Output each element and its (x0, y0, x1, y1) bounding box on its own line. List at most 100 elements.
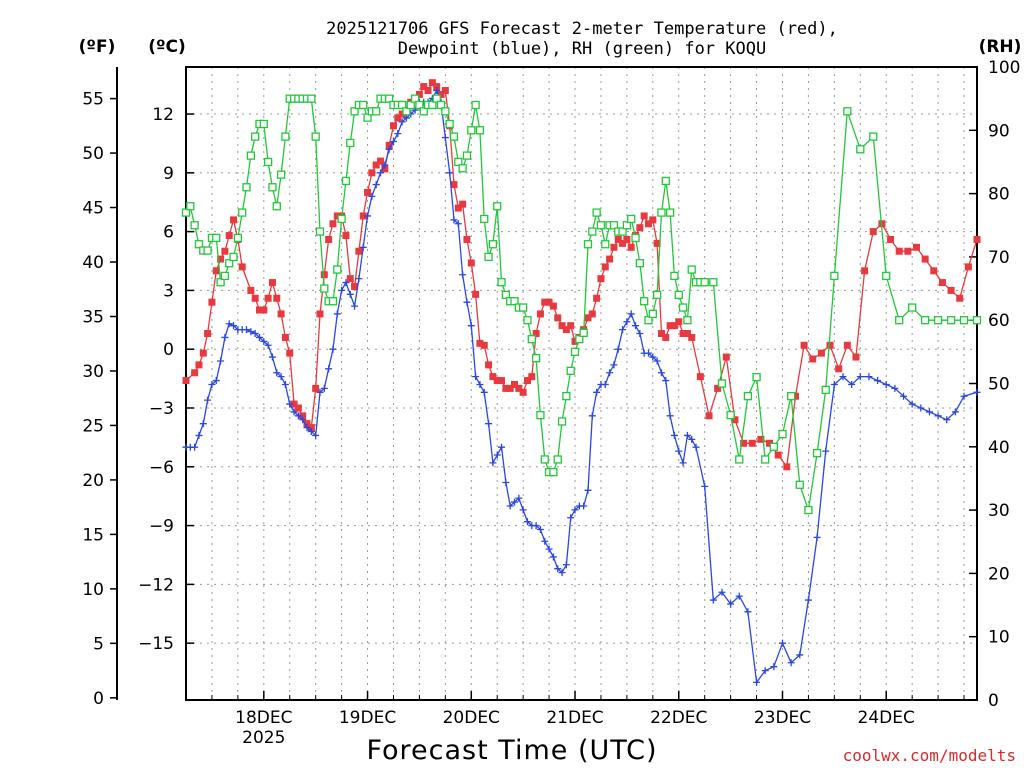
temperature-point (424, 87, 432, 95)
dewpoint-point (381, 161, 389, 169)
rh-point (622, 221, 632, 230)
temperature-point (467, 259, 475, 267)
temperature-point (364, 188, 372, 196)
temperature-point (493, 377, 501, 385)
temperature-point (662, 333, 670, 341)
rh-point (540, 455, 549, 464)
dewpoint-point (653, 357, 661, 365)
temperature-point (502, 384, 510, 392)
rh-point (830, 271, 839, 281)
dewpoint-point (333, 310, 341, 318)
rh-point (920, 316, 930, 325)
rh-tick-label: 80 (988, 185, 1010, 205)
dewpoint-point (364, 212, 372, 220)
rh-point (436, 100, 446, 110)
rh-point (181, 208, 191, 217)
rh-point (769, 442, 778, 451)
temperature-point (463, 235, 471, 243)
temperature-point (268, 279, 276, 287)
dewpoint-point (567, 514, 575, 522)
temperature-point (303, 420, 311, 428)
temperature-point (389, 122, 397, 130)
rh-tick-label: 100 (988, 58, 1020, 78)
dewpoint-point (450, 216, 458, 224)
dewpoint-point (243, 326, 251, 334)
rh-point (263, 157, 273, 167)
dewpoint-point (316, 388, 324, 396)
rh-point (661, 176, 670, 186)
temperature-point (506, 384, 514, 392)
rh-point (657, 208, 666, 217)
rh-tick-label: 20 (988, 564, 1010, 584)
celsius-unit-label: (ºC) (148, 37, 186, 57)
temperature-point (351, 282, 359, 290)
dewpoint-point (830, 380, 838, 388)
rh-point (445, 119, 454, 129)
dewpoint-point (299, 416, 307, 424)
dewpoint-point (848, 380, 856, 388)
dewpoint-point (865, 373, 873, 381)
temperature-point (606, 255, 614, 263)
temperature-point (549, 302, 557, 310)
dewpoint-point (874, 377, 882, 385)
temperature-point (835, 365, 843, 373)
dewpoint-point (372, 181, 380, 189)
dewpoint-point (459, 271, 467, 279)
rh-point (415, 100, 424, 110)
dewpoint-point (580, 502, 588, 510)
dewpoint-point (891, 384, 899, 392)
dewpoint-point (675, 447, 683, 455)
dewpoint-point (584, 486, 592, 494)
rh-tick-label: 40 (988, 438, 1010, 458)
rh-point (882, 271, 891, 281)
dewpoint-point (515, 494, 523, 502)
dewpoint-point (230, 322, 238, 330)
rh-point (566, 366, 575, 375)
dewpoint-point (960, 392, 968, 400)
temperature-point (485, 361, 493, 369)
rh-point (350, 107, 359, 116)
temperature-point (372, 161, 380, 169)
fahrenheit-tick-label: 50 (82, 144, 104, 164)
temperature-point (217, 255, 225, 263)
dewpoint-point (787, 659, 795, 667)
rh-point (428, 100, 437, 110)
rh-tick-label: 60 (988, 311, 1010, 331)
rh-point (497, 278, 506, 287)
rh-point (670, 271, 679, 281)
rh-point (397, 100, 407, 110)
temperature-point (523, 377, 531, 385)
rh-point (501, 290, 511, 300)
rh-point (761, 455, 770, 464)
dewpoint-point (549, 553, 557, 561)
rh-point (709, 278, 718, 287)
temperature-point (567, 322, 575, 330)
dewpoint-point (195, 431, 203, 439)
temperature-point (791, 392, 799, 400)
temperature-point (722, 353, 730, 361)
temperature-point (562, 326, 570, 334)
credit-text: coolwx.com/modelts (843, 746, 1016, 765)
celsius-tick-label: 9 (163, 164, 174, 184)
rh-point (238, 208, 247, 217)
rh-point (272, 202, 281, 211)
dewpoint-point (709, 596, 717, 604)
dewpoint-point (264, 341, 272, 349)
rh-point (462, 151, 472, 160)
rh-point (549, 467, 558, 477)
fahrenheit-tick-label: 35 (82, 307, 104, 327)
temperature-point (593, 294, 601, 302)
temperature-point (904, 247, 912, 255)
rh-point (972, 316, 982, 325)
rh-point (601, 240, 610, 249)
dewpoint-point (268, 353, 276, 361)
dewpoint-point (208, 380, 216, 388)
temperature-point (251, 294, 259, 302)
dewpoint-point (441, 134, 449, 142)
dewpoint-point (251, 330, 259, 338)
temperature-point (670, 322, 678, 330)
temperature-point (817, 349, 825, 357)
rh-point (635, 259, 645, 268)
temperature-point (852, 353, 860, 361)
dewpoint-point (744, 608, 752, 616)
